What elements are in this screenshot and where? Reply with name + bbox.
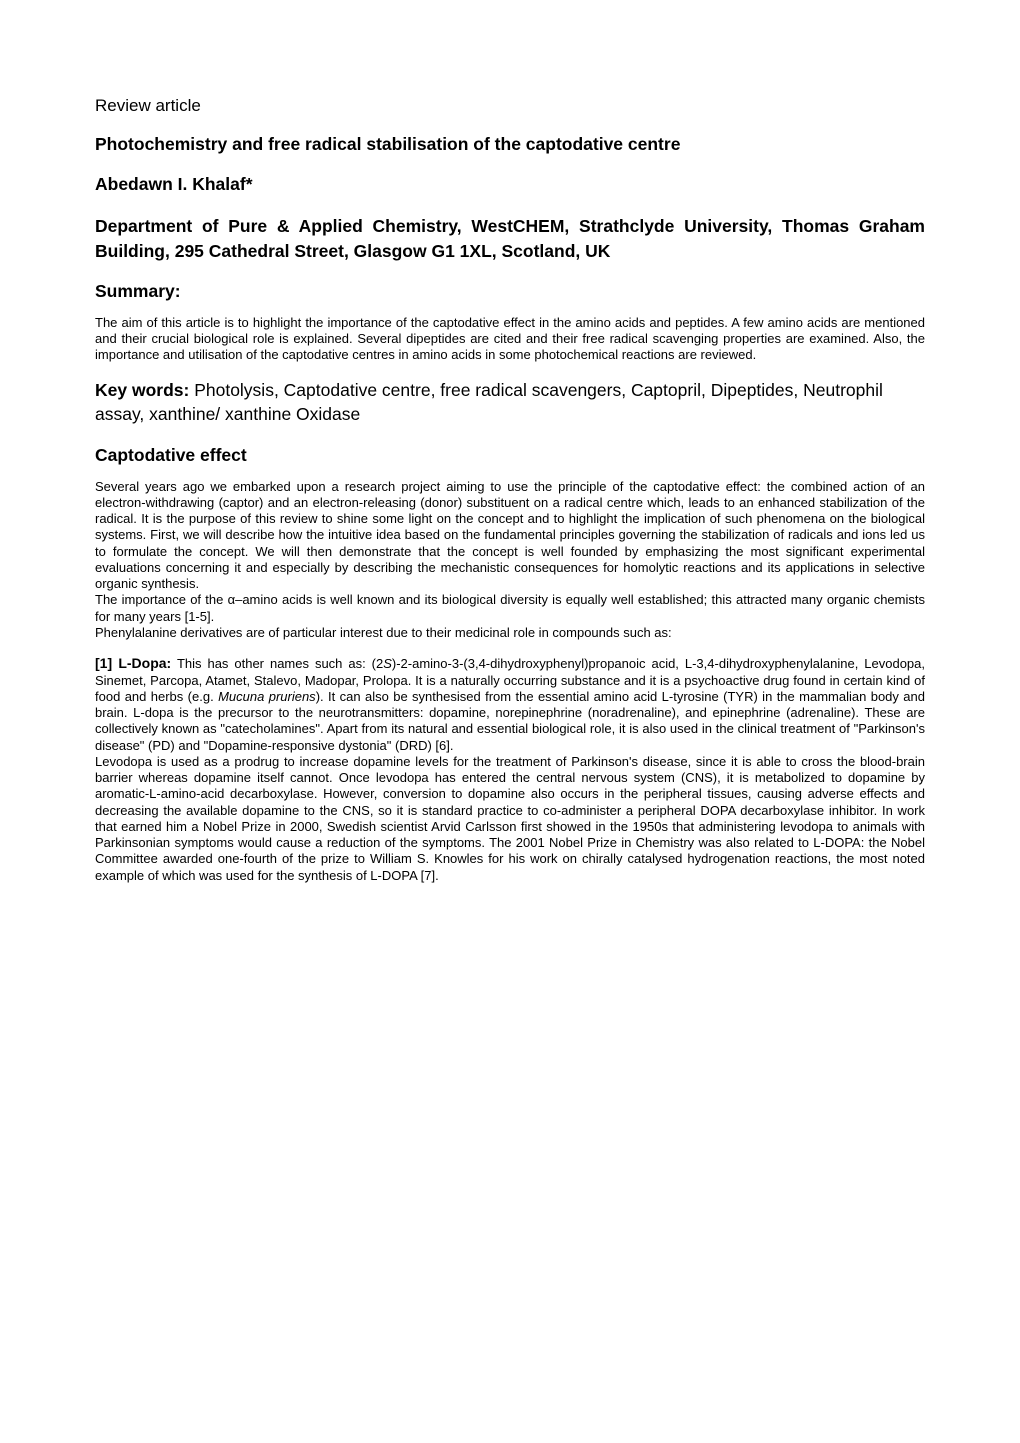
- summary-paragraph: The aim of this article is to highlight …: [95, 315, 925, 364]
- keywords-block: Key words: Photolysis, Captodative centr…: [95, 378, 925, 427]
- ldopa-lead-label: [1] L-Dopa:: [95, 655, 171, 671]
- captodative-paragraph-1: Several years ago we embarked upon a res…: [95, 479, 925, 593]
- author-name: Abedawn I. Khalaf*: [95, 174, 925, 196]
- article-title: Photochemistry and free radical stabilis…: [95, 134, 925, 156]
- ldopa-paragraph-2: Levodopa is used as a prodrug to increas…: [95, 754, 925, 884]
- captodative-paragraph-3: Phenylalanine derivatives are of particu…: [95, 625, 925, 641]
- summary-heading: Summary:: [95, 281, 925, 303]
- ldopa-stereo-s: S: [383, 656, 392, 671]
- ldopa-species-italic: Mucuna pruriens: [218, 689, 316, 704]
- ldopa-text-a: This has other names such as: (2: [171, 656, 383, 671]
- keywords-label: Key words:: [95, 380, 189, 400]
- section-heading-captodative: Captodative effect: [95, 445, 925, 467]
- keywords-list: Photolysis, Captodative centre, free rad…: [95, 380, 883, 425]
- ldopa-paragraph-1: [1] L-Dopa: This has other names such as…: [95, 655, 925, 754]
- captodative-paragraph-2: The importance of the α–amino acids is w…: [95, 592, 925, 625]
- review-article-label: Review article: [95, 95, 925, 116]
- department-affiliation: Department of Pure & Applied Chemistry, …: [95, 214, 925, 263]
